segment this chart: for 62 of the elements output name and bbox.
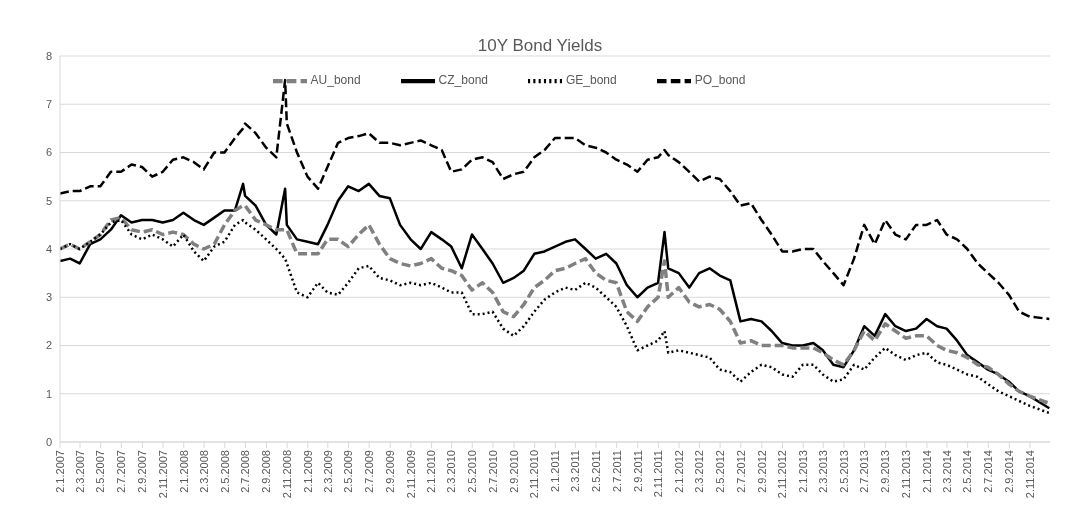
legend-label: CZ_bond — [438, 73, 488, 88]
x-tick-label: 2.1.2011 — [549, 450, 562, 493]
x-tick-label: 2.11.2010 — [528, 450, 541, 499]
x-tick-label: 2.5.2009 — [342, 450, 355, 493]
legend-label: GE_bond — [565, 73, 617, 88]
x-tick-label: 2.3.2012 — [693, 450, 706, 493]
x-tick-label: 2.9.2014 — [1003, 450, 1016, 493]
x-tick-label: 2.7.2009 — [363, 450, 376, 493]
x-tick-label: 2.3.2009 — [321, 450, 334, 493]
y-tick-label: 7 — [45, 98, 52, 111]
x-tick-label: 2.7.2014 — [982, 450, 995, 493]
x-tick-label: 2.5.2012 — [713, 450, 726, 493]
chart-title: 10Y Bond Yields — [477, 36, 603, 55]
x-tick-label: 2.5.2011 — [589, 450, 602, 493]
x-tick-label: 2.9.2007 — [136, 450, 149, 493]
x-tick-label: 2.11.2012 — [776, 450, 789, 499]
x-tick-label: 2.7.2011 — [610, 450, 623, 493]
y-tick-label: 0 — [45, 435, 52, 448]
x-tick-label: 2.7.2010 — [486, 450, 499, 493]
x-tick-label: 2.11.2007 — [156, 450, 169, 499]
x-tick-label: 2.7.2013 — [858, 450, 871, 493]
x-tick-label: 2.5.2008 — [218, 450, 231, 493]
y-tick-label: 6 — [45, 146, 52, 159]
x-tick-label: 2.11.2009 — [404, 450, 417, 499]
x-tick-label: 2.3.2014 — [940, 450, 953, 493]
y-tick-label: 8 — [45, 49, 52, 62]
x-tick-label: 2.1.2009 — [301, 450, 314, 493]
x-tick-label: 2.11.2011 — [652, 450, 665, 498]
x-tick-label: 2.9.2011 — [631, 450, 644, 493]
x-tick-label: 2.9.2009 — [384, 450, 397, 493]
y-tick-label: 4 — [45, 242, 52, 255]
x-tick-label: 2.5.2010 — [466, 450, 479, 493]
x-tick-label: 2.9.2013 — [879, 450, 892, 493]
x-tick-label: 2.1.2013 — [796, 450, 809, 493]
x-tick-label: 2.11.2013 — [900, 450, 913, 499]
x-tick-label: 2.3.2008 — [197, 450, 210, 493]
x-tick-label: 2.3.2007 — [73, 450, 86, 493]
x-tick-label: 2.1.2010 — [425, 450, 438, 493]
x-tick-label: 2.5.2014 — [961, 450, 974, 493]
legend-label: AU_bond — [310, 73, 361, 88]
x-tick-label: 2.1.2007 — [53, 450, 66, 493]
x-tick-label: 2.9.2012 — [755, 450, 768, 493]
x-tick-label: 2.11.2008 — [280, 450, 293, 499]
x-tick-label: 2.5.2007 — [94, 450, 107, 493]
x-tick-label: 2.5.2013 — [837, 450, 850, 493]
x-tick-label: 2.1.2012 — [672, 450, 685, 493]
x-tick-label: 2.11.2014 — [1023, 450, 1036, 499]
y-tick-label: 2 — [45, 339, 52, 352]
y-tick-label: 5 — [45, 194, 52, 207]
x-tick-label: 2.3.2013 — [816, 450, 829, 493]
x-tick-label: 2.9.2008 — [260, 450, 273, 493]
x-tick-label: 2.9.2010 — [507, 450, 520, 493]
x-tick-label: 2.1.2008 — [177, 450, 190, 493]
x-tick-label: 2.7.2007 — [115, 450, 128, 493]
y-tick-label: 3 — [45, 291, 52, 304]
x-tick-label: 2.3.2011 — [569, 450, 582, 493]
x-tick-label: 2.1.2014 — [920, 450, 933, 493]
legend-label: PO_bond — [694, 73, 746, 88]
x-tick-label: 2.7.2012 — [734, 450, 747, 493]
x-tick-label: 2.7.2008 — [239, 450, 252, 493]
y-tick-label: 1 — [45, 387, 52, 400]
x-tick-label: 2.3.2010 — [445, 450, 458, 493]
